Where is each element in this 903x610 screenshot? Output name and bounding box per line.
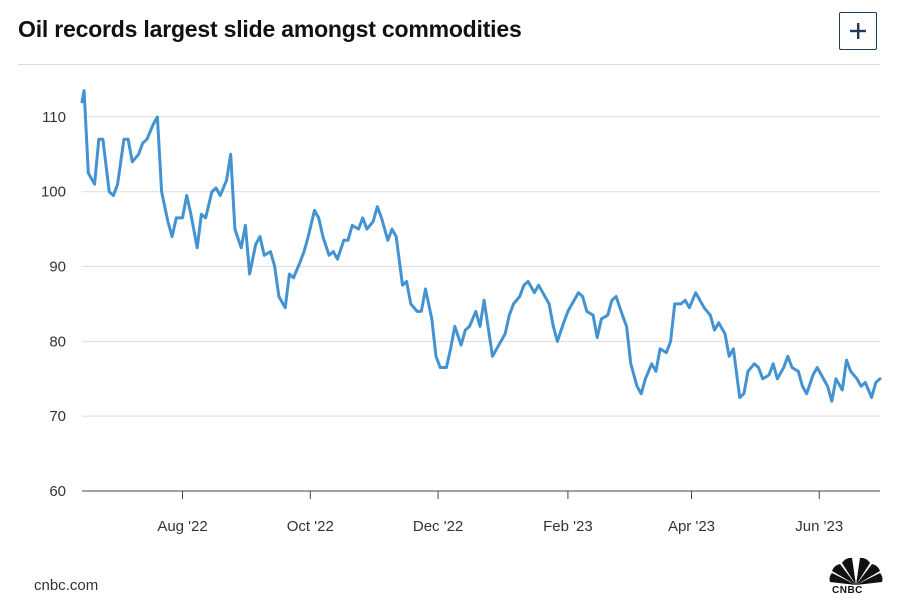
x-tick-label: Dec '22 (413, 518, 463, 535)
logo-wordmark: CNBC (832, 585, 863, 596)
x-tick-label: Feb '23 (543, 518, 593, 535)
peacock-logo-icon (829, 557, 883, 585)
gridlines (82, 116, 880, 417)
series-line (80, 89, 882, 403)
y-tick-label: 100 (41, 184, 66, 201)
source-label: cnbc.com (34, 577, 99, 594)
y-axis-ticks: 60 70 80 90 100 110 (41, 109, 66, 500)
y-tick-label: 80 (49, 333, 66, 350)
plus-icon (850, 23, 866, 39)
x-axis: Aug '22 Oct '22 Dec '22 Feb '23 Apr '23 Jun '… (82, 490, 880, 535)
x-tick-label: Oct '22 (287, 518, 334, 535)
y-tick-label: 70 (49, 408, 66, 425)
x-tick-label: Apr '23 (668, 518, 715, 535)
expand-button[interactable] (839, 12, 877, 50)
x-tick-label: Aug '22 (157, 518, 207, 535)
y-tick-label: 90 (49, 259, 66, 276)
y-tick-label: 110 (42, 109, 66, 126)
series-layer (80, 89, 882, 403)
header-divider (18, 64, 880, 65)
y-tick-label: 60 (49, 483, 66, 500)
chart-title: Oil records largest slide amongst commod… (18, 16, 522, 42)
x-tick-label: Jun '23 (795, 518, 843, 535)
